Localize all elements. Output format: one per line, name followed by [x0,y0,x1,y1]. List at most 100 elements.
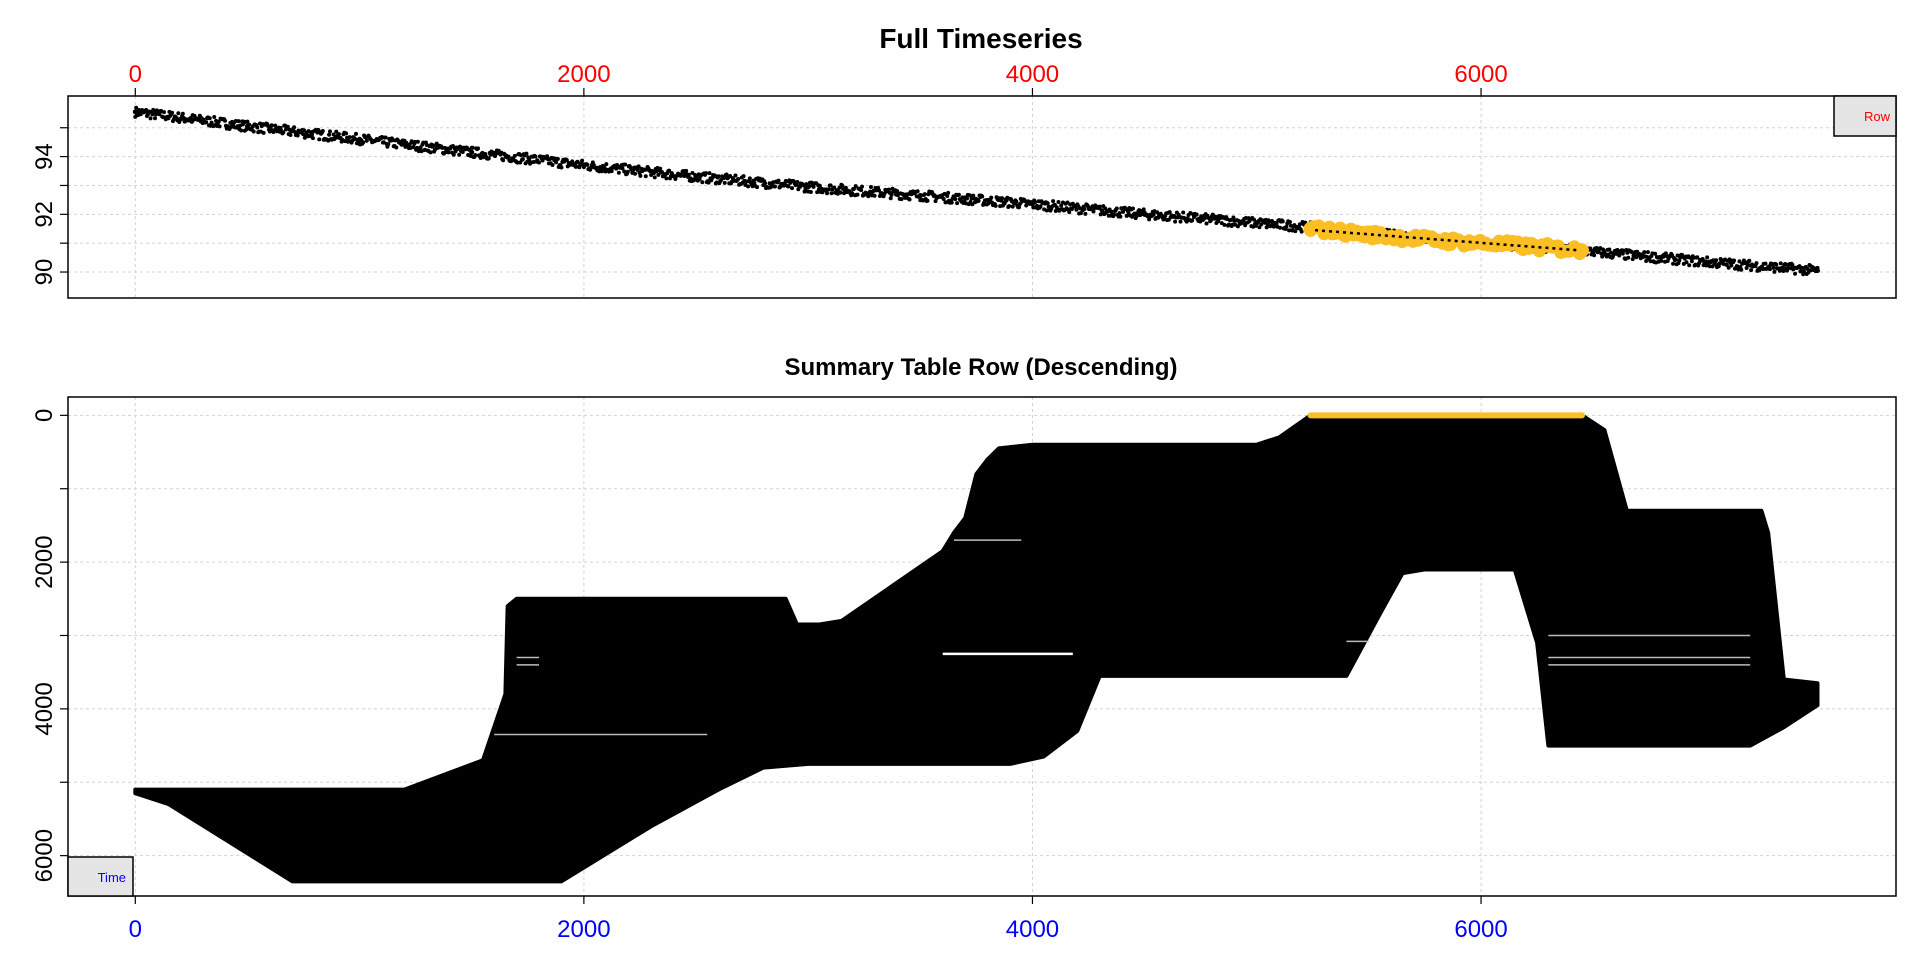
data-point [860,184,865,189]
data-point [1781,269,1786,274]
y-tick-label-bottom: 0 [31,409,58,422]
data-point [798,184,803,189]
data-point [853,184,858,189]
data-point [1771,265,1776,270]
data-point [850,191,855,196]
data-point [161,110,166,115]
data-point [1083,211,1088,216]
data-point [1173,219,1178,224]
data-point [550,163,555,168]
data-point [247,122,252,127]
data-point [446,150,451,155]
data-point [239,128,244,133]
highlight-point [1361,227,1376,242]
row-button-label[interactable]: Row [1864,109,1891,124]
data-point [946,190,951,195]
data-point [1024,203,1029,208]
data-point [207,116,212,121]
data-point [616,170,621,175]
data-point [145,112,150,117]
row-button[interactable]: Row [1833,95,1897,137]
data-point [604,162,609,167]
data-point [1147,217,1152,222]
data-point [236,119,241,124]
x-tick-label-bottom: 0 [129,916,142,943]
data-point [652,175,657,180]
time-button[interactable]: Time [67,856,134,897]
data-point [1278,225,1283,230]
data-point [170,110,175,115]
x-axis-bottom: 0 2000 4000 6000 [129,896,1508,943]
data-point [1630,257,1635,262]
data-point [310,132,315,137]
data-point [1793,271,1798,276]
panel-full-timeseries: Full Timeseries 0 2000 4000 6000 90 92 94 Row [31,23,1897,299]
data-point [336,132,341,137]
x-tick-label-top: 4000 [1006,61,1059,88]
x-axis-top: 0 2000 4000 6000 [129,61,1508,96]
data-point [394,145,399,150]
data-point [216,119,221,124]
data-point [905,192,910,197]
data-point [1600,254,1605,259]
row-button-box[interactable] [1833,95,1897,137]
data-point [868,184,873,189]
data-point [520,157,525,162]
data-point [795,179,800,184]
data-point [786,184,791,189]
data-point [353,131,358,136]
data-point [941,196,946,201]
data-point [838,190,843,195]
data-point [1739,267,1744,272]
data-point [925,198,930,203]
data-point [1772,269,1777,274]
data-point [623,162,628,167]
data-point [1078,211,1083,216]
data-point [993,203,998,208]
data-point [301,128,306,133]
data-point [703,171,708,176]
data-point [684,168,689,173]
data-point [310,136,315,141]
data-point [635,167,640,172]
data-point [1259,222,1264,227]
data-point [877,188,882,193]
data-point [1151,212,1156,217]
data-point [580,158,585,163]
data-point [1117,211,1122,216]
data-point [1729,263,1734,268]
data-point [383,135,388,140]
x-tick-label-bottom: 4000 [1006,916,1059,943]
data-point [949,200,954,205]
data-point [636,164,641,169]
y-axis-bottom: 0 2000 4000 6000 [31,409,68,882]
x-tick-label-top: 2000 [557,61,610,88]
data-point [415,145,420,150]
data-point [1202,216,1207,221]
chart-title-full-timeseries: Full Timeseries [879,23,1082,54]
data-point [817,183,822,188]
data-point [245,119,250,124]
data-point [320,129,325,134]
y-tick-label-top: 90 [31,259,58,286]
data-point [473,153,478,158]
time-button-label[interactable]: Time [98,870,126,885]
data-point [476,146,481,151]
data-point [1097,204,1102,209]
data-point [1074,207,1079,212]
data-point [1687,263,1692,268]
data-point [1121,209,1126,214]
data-point [886,187,891,192]
data-point [899,197,904,202]
data-point [755,185,760,190]
data-point [1732,258,1737,263]
data-point [1274,221,1279,226]
highlight-points-top [1303,219,1589,261]
data-point [667,168,672,173]
data-point [825,191,830,196]
data-point [1763,261,1768,266]
data-point [1626,255,1631,260]
data-point [1287,220,1292,225]
time-button-box[interactable] [67,856,134,897]
data-point [1007,204,1012,209]
